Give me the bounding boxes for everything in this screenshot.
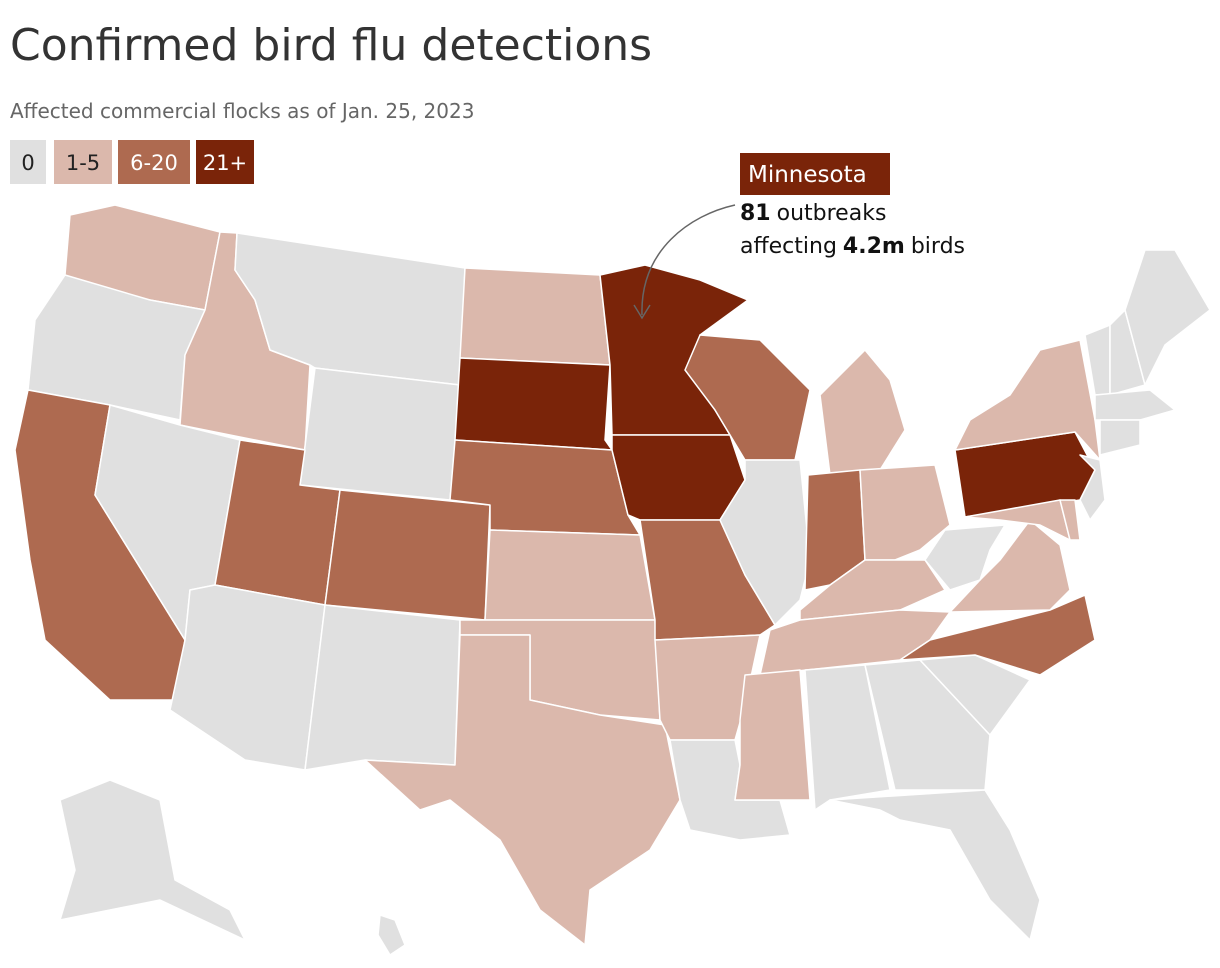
legend-swatch <box>54 140 112 184</box>
annotation-state: Minnesota <box>748 162 867 188</box>
us-map <box>14 204 1211 956</box>
birds-prefix: affecting <box>740 234 837 259</box>
state <box>299 367 461 501</box>
state <box>819 349 906 476</box>
legend-label: 6-20 <box>130 151 178 175</box>
state <box>377 914 406 956</box>
legend-swatch <box>118 140 190 184</box>
state <box>719 459 811 626</box>
state <box>611 434 746 521</box>
legend-label: 1-5 <box>66 151 100 175</box>
outbreaks-text: outbreaks <box>777 201 887 226</box>
subtitle: Affected commercial flocks as of Jan. 25… <box>10 99 474 123</box>
state <box>454 357 613 451</box>
state <box>924 524 1006 591</box>
legend-swatch <box>10 140 46 184</box>
state <box>829 789 1041 941</box>
annotation-line: 81 outbreaks <box>740 201 886 226</box>
legend-label: 21+ <box>203 151 247 175</box>
birds-value: 4.2m <box>843 234 905 259</box>
state <box>304 604 461 771</box>
legend-swatch <box>196 140 254 184</box>
state <box>1059 499 1081 541</box>
annotation-box <box>740 153 890 195</box>
state <box>669 739 791 841</box>
legend: 0 1-5 6-20 21+ <box>10 140 254 184</box>
state <box>949 519 1071 613</box>
state <box>59 779 246 941</box>
annotation-line: affecting 4.2m birds <box>740 234 965 259</box>
state <box>169 584 326 771</box>
birds-text: birds <box>911 234 965 259</box>
state <box>1094 389 1176 421</box>
state <box>734 669 811 801</box>
state <box>964 499 1071 541</box>
state <box>1079 454 1106 521</box>
state <box>864 659 991 791</box>
state <box>364 634 681 946</box>
state <box>899 594 1096 676</box>
outbreaks-value: 81 <box>740 201 771 226</box>
state <box>804 664 891 811</box>
state <box>484 529 656 621</box>
legend-label: 0 <box>21 151 34 175</box>
arrow-head <box>633 304 651 320</box>
state <box>1099 419 1141 456</box>
state <box>324 489 491 621</box>
state <box>1124 249 1211 386</box>
annotation-arrow <box>641 204 736 316</box>
state <box>459 267 611 366</box>
title: Confirmed bird flu detections <box>10 20 652 71</box>
